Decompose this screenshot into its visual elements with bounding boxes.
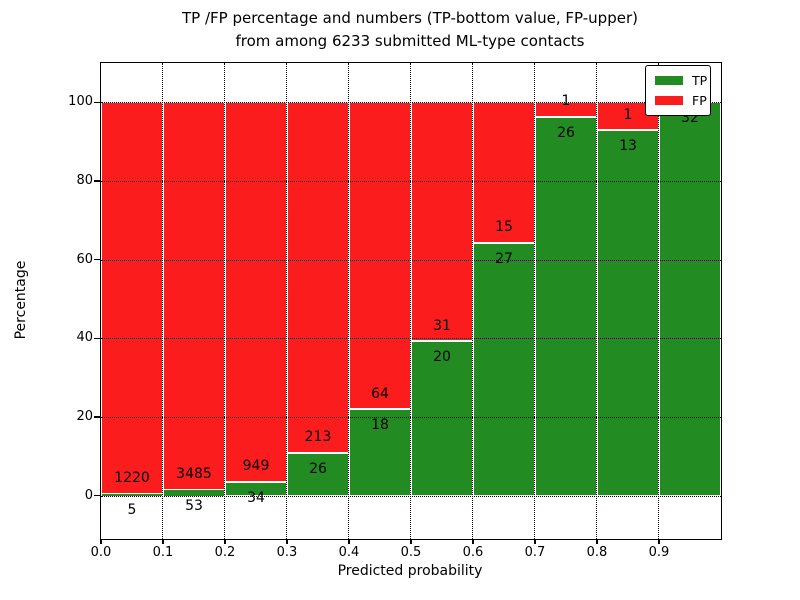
x-tick-mark (286, 539, 288, 544)
y-tick-mark (93, 258, 100, 261)
chart-title-line2: from among 6233 submitted ML-type contac… (235, 32, 585, 50)
x-tick-label: 0.0 (90, 545, 112, 560)
y-tick-label: 80 (76, 173, 93, 189)
bar-tp-segment (659, 102, 721, 496)
legend: TP FP (645, 65, 711, 116)
bar-fp-count-label: 1 (561, 93, 571, 110)
bar-fp-count-label: 1220 (114, 470, 150, 487)
bar-tp-count-label: 53 (185, 497, 203, 514)
bar-fp-count-label: 949 (242, 458, 270, 475)
bar-tp-count-label: 20 (433, 349, 451, 366)
grid-line-v (596, 63, 598, 539)
grid-line-v (472, 63, 474, 539)
bar-tp-count-label: 5 (127, 501, 137, 518)
x-tick-label: 0.2 (214, 545, 236, 560)
y-axis-label: Percentage (13, 260, 29, 340)
x-tick-label: 0.8 (586, 545, 608, 560)
legend-item-tp: TP (646, 71, 710, 91)
y-tick-mark (93, 337, 100, 340)
bar-fp-segment (101, 102, 163, 495)
x-tick-mark (534, 539, 536, 544)
bar-tp-segment (411, 341, 473, 496)
bar-fp-count-label: 213 (304, 429, 332, 446)
bar-fp-count-label: 64 (371, 385, 389, 402)
grid-line-v (534, 63, 536, 539)
legend-label: FP (692, 93, 707, 108)
x-tick-mark (658, 539, 660, 544)
bar-fp-count-label: 3485 (176, 466, 212, 483)
x-tick-mark (162, 539, 164, 544)
y-tick-mark (93, 416, 100, 418)
bar-tp-segment (473, 242, 535, 496)
x-tick-label: 0.4 (338, 545, 360, 560)
y-tick-label: 20 (76, 409, 93, 425)
bar-fp-segment (287, 102, 349, 453)
y-tick-label: 40 (76, 330, 93, 346)
x-tick-label: 0.5 (400, 545, 422, 560)
bar-fp-count-label: 15 (495, 219, 513, 236)
bar-tp-segment (597, 130, 659, 496)
bar-fp-count-label: 31 (433, 317, 451, 334)
bar-tp-segment (535, 116, 597, 496)
x-tick-label: 0.3 (276, 545, 298, 560)
x-tick-label: 0.7 (524, 545, 546, 560)
x-tick-mark (224, 539, 226, 544)
bar-fp-segment (349, 102, 411, 410)
grid-line-v (224, 63, 226, 539)
y-tick-mark (93, 180, 100, 182)
bar-tp-count-label: 26 (309, 460, 327, 477)
legend-label: TP (692, 73, 708, 88)
x-tick-label: 0.6 (462, 545, 484, 560)
grid-line-v (286, 63, 288, 539)
grid-line-v (410, 63, 412, 539)
bar-fp-segment (225, 102, 287, 483)
x-tick-mark (348, 539, 350, 544)
y-tick-label: 0 (84, 487, 93, 503)
x-tick-mark (100, 539, 102, 544)
legend-swatch-fp (655, 96, 683, 105)
x-tick-mark (410, 539, 412, 544)
bar-fp-segment (411, 102, 473, 342)
legend-swatch-tp (655, 76, 683, 85)
bar-tp-count-label: 26 (557, 124, 575, 141)
grid-line-v (348, 63, 350, 539)
x-tick-label: 0.1 (152, 545, 174, 560)
x-tick-mark (472, 539, 474, 544)
bar-tp-count-label: 13 (619, 138, 637, 155)
chart-title: TP /FP percentage and numbers (TP-bottom… (100, 7, 720, 53)
grid-line-v (658, 63, 660, 539)
x-tick-label: 0.9 (648, 545, 670, 560)
x-axis-label: Predicted probability (337, 563, 483, 579)
y-tick-mark (93, 494, 100, 497)
plot-area: 1220 5 3485 53 949 34 213 26 64 18 31 20 15 27 1 26 1 13 3… (68, 62, 722, 560)
y-tick-mark (93, 101, 100, 104)
grid-line-v (162, 63, 164, 539)
y-tick-label: 60 (76, 251, 93, 267)
y-tick-label: 100 (68, 94, 93, 110)
x-tick-mark (596, 539, 598, 544)
bar-tp-count-label: 18 (371, 417, 389, 434)
legend-item-fp: FP (646, 91, 710, 111)
bar-fp-count-label: 1 (623, 106, 633, 123)
bar-tp-count-label: 27 (495, 250, 513, 267)
bar-tp-count-label: 34 (247, 489, 265, 506)
bar-fp-segment (163, 102, 225, 490)
chart-title-line1: TP /FP percentage and numbers (TP-bottom… (182, 9, 638, 27)
